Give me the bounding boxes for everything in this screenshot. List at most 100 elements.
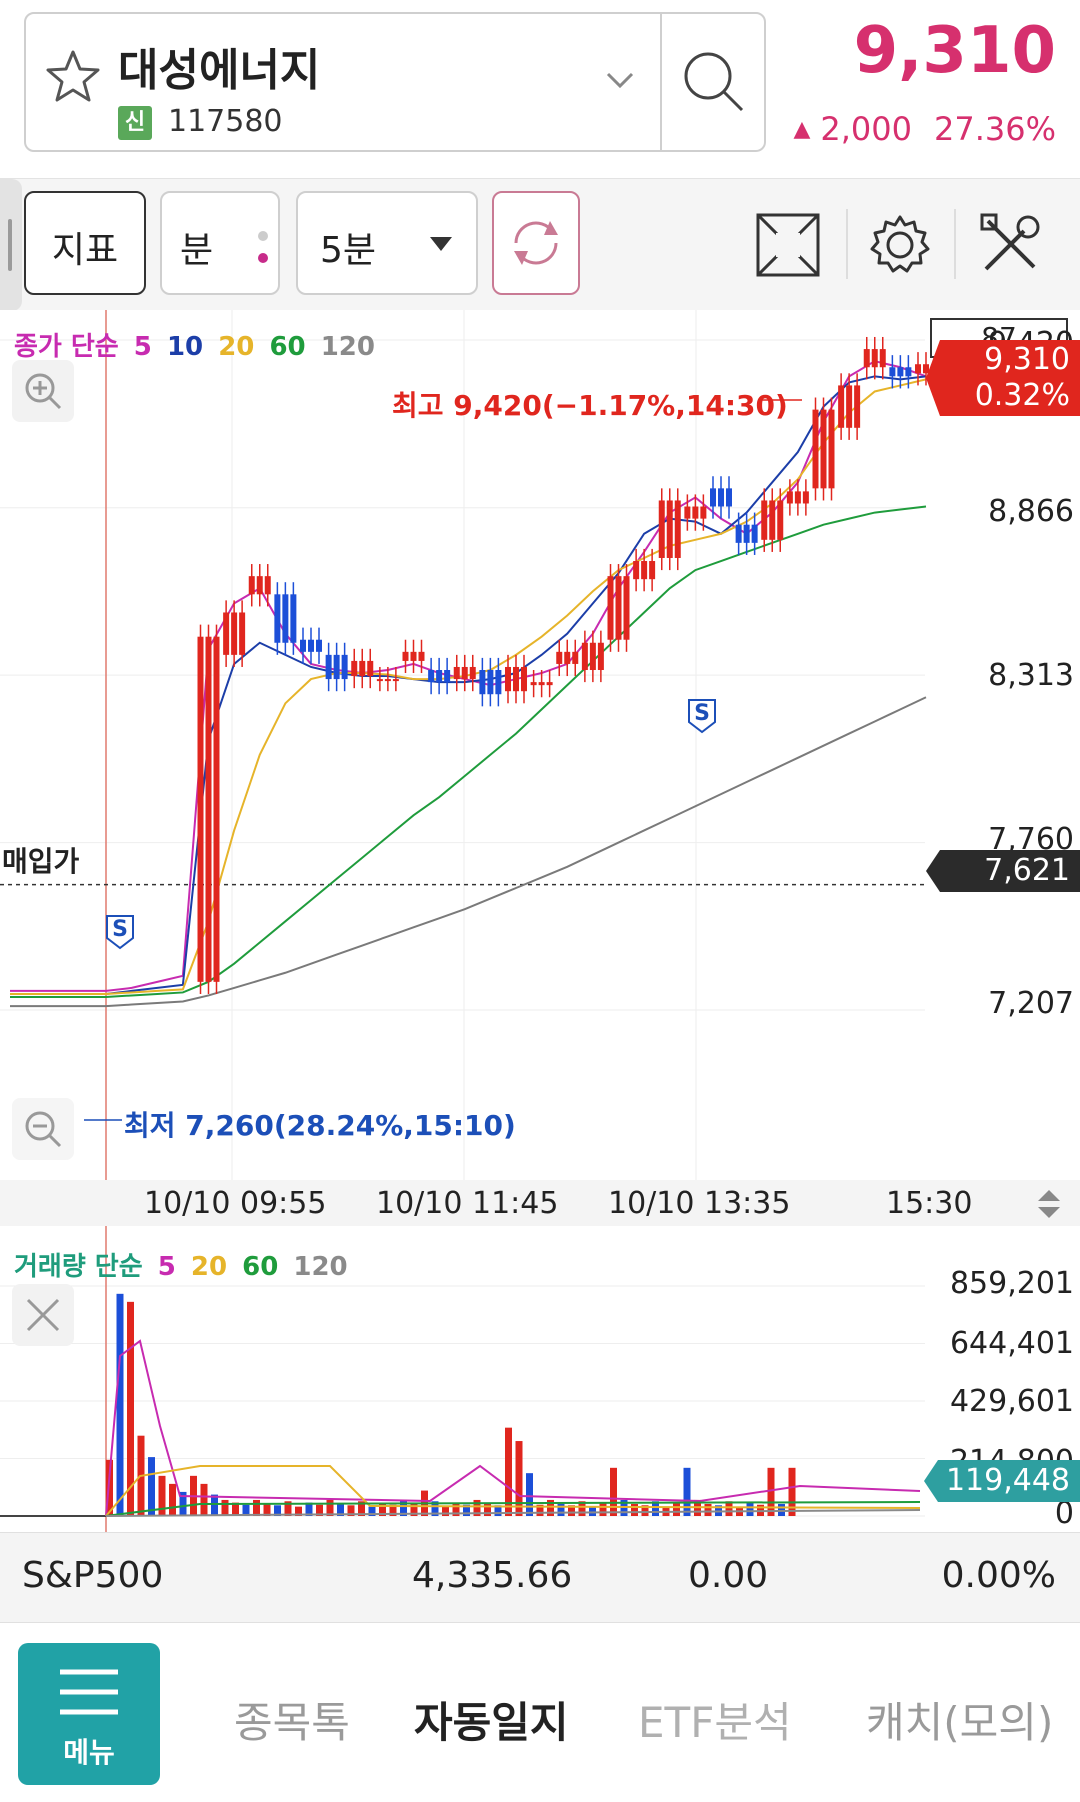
candle-body xyxy=(384,679,391,682)
time-label: 15:30 xyxy=(886,1186,973,1221)
candle-body xyxy=(802,491,809,504)
volume-bar xyxy=(526,1473,533,1516)
signal-marker-label: S xyxy=(694,701,710,726)
change-percent: 27.36% xyxy=(933,110,1056,148)
signal-marker[interactable]: S xyxy=(106,915,134,950)
signal-marker[interactable]: S xyxy=(688,699,716,734)
candle-body xyxy=(264,576,271,595)
index-change: 0.00 xyxy=(688,1555,769,1596)
tools-icon[interactable] xyxy=(974,209,1046,281)
high-annotation: 최고 9,420(−1.17%,14:30) xyxy=(392,389,788,422)
nav-item-auto-journal[interactable]: 자동일지 xyxy=(414,1698,569,1747)
legend-ma60: 60 xyxy=(269,332,306,362)
star-icon[interactable] xyxy=(44,48,102,106)
candle-body xyxy=(461,666,468,680)
candle-body xyxy=(879,349,886,368)
ma-line-20 xyxy=(10,378,927,995)
candle-body xyxy=(205,636,212,982)
volume-bar xyxy=(200,1483,208,1516)
time-label: 10/10 09:55 xyxy=(144,1186,327,1221)
candle-body xyxy=(769,500,776,540)
zoom-out-button[interactable] xyxy=(12,1098,74,1160)
gear-icon[interactable] xyxy=(864,209,936,281)
ma-line-60 xyxy=(10,505,927,998)
volume-chart[interactable]: 거래량 단순 5 20 60 120 859,201 644,401 429,6… xyxy=(0,1226,1080,1532)
change-amount: 2,000 xyxy=(820,110,912,148)
ma-line-120 xyxy=(10,696,927,1008)
candle-body xyxy=(692,506,699,519)
vol-ma-line-20 xyxy=(105,1465,921,1517)
candle-body xyxy=(726,488,732,507)
volume-bar xyxy=(263,1503,271,1516)
resize-arrows-icon[interactable] xyxy=(1034,1188,1064,1220)
price-chart-canvas[interactable]: SS xyxy=(0,310,1080,1180)
signal-marker-label: S xyxy=(112,917,128,942)
volume-chart-canvas[interactable] xyxy=(0,1226,1080,1532)
candle-body xyxy=(239,612,246,655)
volume-bar xyxy=(767,1467,775,1516)
indicator-button[interactable]: 지표 xyxy=(24,191,146,295)
legend-vma120: 120 xyxy=(293,1252,348,1282)
candle-body xyxy=(761,500,768,540)
volume-bar xyxy=(557,1503,565,1516)
volume-bar xyxy=(463,1504,470,1516)
candle-body xyxy=(418,651,425,661)
nav-item-catch[interactable]: 캐치(모의) xyxy=(866,1698,1054,1747)
current-tag-percent: 0.32% xyxy=(974,378,1070,413)
candle-body xyxy=(513,666,519,692)
candle-body xyxy=(479,670,486,695)
index-ticker[interactable]: S&P500 4,335.66 0.00 0.00% xyxy=(0,1532,1080,1622)
volume-bar xyxy=(515,1441,523,1516)
close-volume-button[interactable] xyxy=(12,1284,74,1346)
candle-body xyxy=(316,639,322,652)
price-legend: 종가 단순 5 10 20 60 120 xyxy=(14,326,381,363)
candle-body xyxy=(282,594,289,643)
nav-item-talk[interactable]: 종목톡 xyxy=(234,1698,350,1747)
volume-bar xyxy=(253,1499,260,1516)
fullscreen-icon[interactable] xyxy=(752,209,824,281)
volume-bar xyxy=(316,1504,323,1516)
legend-vma5: 5 xyxy=(157,1252,176,1282)
volume-bar xyxy=(326,1499,334,1516)
divider xyxy=(954,209,956,279)
unit-button[interactable]: 분 xyxy=(160,191,280,295)
search-icon[interactable] xyxy=(676,44,752,120)
legend-vma20: 20 xyxy=(190,1252,228,1282)
candle-body xyxy=(820,409,827,489)
dot-icon xyxy=(258,253,268,263)
zoom-in-button[interactable] xyxy=(12,360,74,422)
candle-body xyxy=(436,670,443,683)
interval-select[interactable]: 5분 xyxy=(296,191,478,295)
volume-bar xyxy=(242,1504,250,1516)
volume-bar xyxy=(683,1467,691,1516)
volume-bar xyxy=(652,1501,659,1516)
candle-body xyxy=(666,500,673,558)
nav-item-etf-analysis[interactable]: ETF분석 xyxy=(638,1698,792,1747)
legend-ma20: 20 xyxy=(218,332,255,362)
stock-selector[interactable]: 대성에너지 신 117580 xyxy=(24,12,766,152)
chevron-down-icon[interactable] xyxy=(604,70,636,92)
candle-body xyxy=(505,666,511,692)
legend-title: 종가 단순 xyxy=(14,332,119,362)
interval-value: 5분 xyxy=(320,230,377,271)
candle-body xyxy=(376,679,383,682)
ma-line-10 xyxy=(10,375,927,995)
candle-body xyxy=(710,488,716,507)
price-change: ▲ 2,000 27.36% xyxy=(793,110,1056,148)
signal-marker-shape xyxy=(688,699,716,734)
volume-bar xyxy=(442,1506,449,1516)
volume-bar xyxy=(599,1502,607,1516)
refresh-button[interactable] xyxy=(492,191,580,295)
volume-bar xyxy=(536,1504,544,1516)
candle-body xyxy=(256,576,263,595)
candle-body xyxy=(658,500,665,558)
menu-button[interactable]: 메뉴 xyxy=(18,1643,160,1785)
purchase-price-tag: 7,621 xyxy=(926,850,1080,892)
candle-body xyxy=(572,651,579,664)
candle-body xyxy=(530,682,537,686)
candle-body xyxy=(521,666,527,692)
signal-marker-shape xyxy=(106,915,134,950)
candle-body xyxy=(546,682,553,686)
side-drawer-handle[interactable] xyxy=(0,179,22,311)
